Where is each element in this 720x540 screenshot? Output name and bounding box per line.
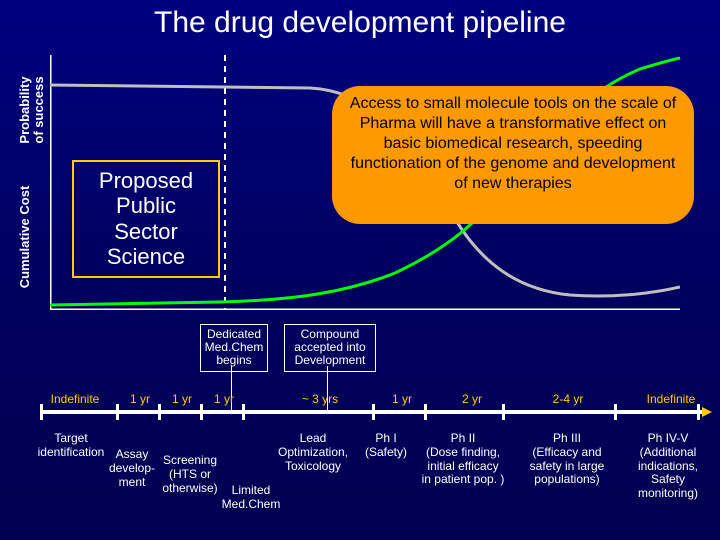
timeline-tick bbox=[242, 404, 245, 420]
stage-label: Ph IV-V(Additionalindications,Safetymoni… bbox=[628, 432, 708, 501]
stage-label: Ph II(Dose finding,initial efficacyin pa… bbox=[416, 432, 510, 487]
timeline-tick bbox=[372, 404, 375, 420]
timeline-duration-label: 1 yr bbox=[122, 392, 158, 406]
stage-label: Ph I(Safety) bbox=[360, 432, 412, 460]
y-label-probability: Probabilityof success bbox=[18, 55, 47, 165]
event-label: Compoundaccepted intoDevelopment bbox=[284, 324, 376, 372]
timeline-duration-label: 1 yr bbox=[384, 392, 420, 406]
stage-label: Ph III(Efficacy andsafety in largepopula… bbox=[520, 432, 614, 487]
stage-label: Screening(HTS orotherwise) bbox=[158, 454, 222, 495]
slide: The drug development pipeline Probabilit… bbox=[0, 0, 720, 540]
timeline-tick bbox=[116, 404, 119, 420]
page-title: The drug development pipeline bbox=[0, 6, 720, 40]
y-label-cost: Cumulative Cost bbox=[18, 172, 32, 302]
timeline-duration-label: ~ 3 yrs bbox=[286, 392, 354, 406]
timeline-duration-label: 1 yr bbox=[164, 392, 200, 406]
timeline-tick bbox=[200, 404, 203, 420]
stage-label: Targetidentification bbox=[30, 432, 112, 460]
public-sector-callout: ProposedPublicSectorScience bbox=[72, 160, 220, 278]
timeline-bar bbox=[40, 410, 702, 414]
stage-label: LimitedMed.Chem bbox=[218, 484, 284, 512]
timeline-tick bbox=[614, 404, 617, 420]
timeline-tick bbox=[502, 404, 505, 420]
timeline-arrow-icon bbox=[702, 407, 712, 417]
event-label: DedicatedMed.Chembegins bbox=[200, 324, 268, 372]
timeline-tick bbox=[158, 404, 161, 420]
timeline-tick bbox=[40, 404, 43, 420]
orange-callout: Access to small molecule tools on the sc… bbox=[332, 86, 694, 224]
timeline-duration-label: Indefinite bbox=[40, 392, 110, 406]
timeline-duration-label: 2 yr bbox=[448, 392, 496, 406]
timeline-duration-label: 2-4 yr bbox=[538, 392, 598, 406]
stage-label: LeadOptimization,Toxicology bbox=[270, 432, 356, 473]
timeline-tick bbox=[697, 404, 700, 420]
timeline-duration-label: 1 yr bbox=[206, 392, 242, 406]
stage-label: Assaydevelop-ment bbox=[106, 448, 158, 489]
timeline-tick bbox=[424, 404, 427, 420]
timeline-duration-label: Indefinite bbox=[640, 392, 702, 406]
